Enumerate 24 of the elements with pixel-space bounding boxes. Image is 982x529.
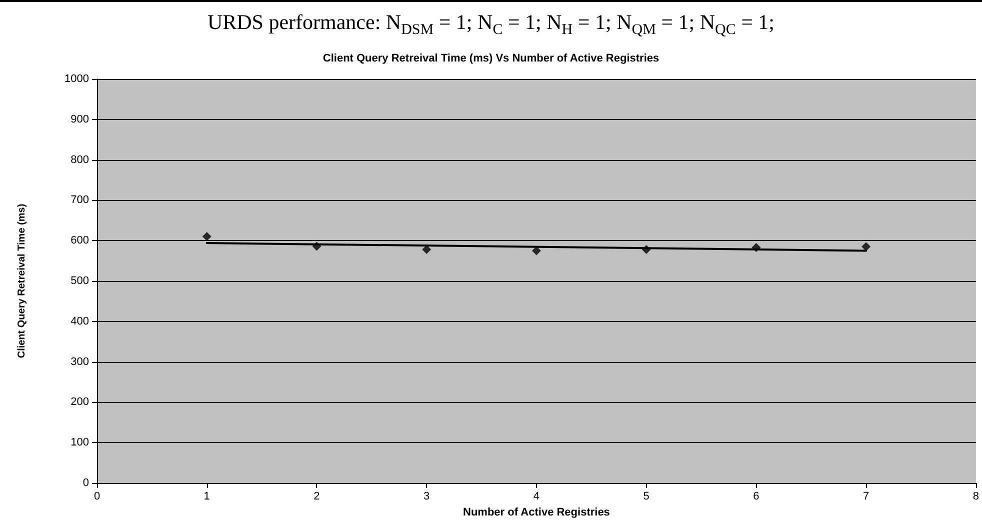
y-tick-label: 200 [70,396,89,408]
y-tick-label: 100 [70,436,89,449]
x-tick-label: 1 [204,490,210,502]
x-axis-title: Number of Active Registries [463,506,610,518]
y-tick-label: 300 [70,356,89,368]
x-tick-label: 5 [643,490,650,502]
x-tick-label: 7 [863,490,870,502]
x-tick-label: 0 [94,490,100,502]
chart-subtitle: Client Query Retreival Time (ms) Vs Number of Active Registries [322,52,660,64]
x-tick-label: 4 [533,490,540,502]
x-tick-label: 3 [424,490,430,502]
y-axis-title: Client Query Retreival Time (ms) [16,204,28,358]
x-tick-label: 2 [314,490,320,502]
y-tick-label: 700 [70,194,89,206]
y-tick-label: 1000 [64,73,89,85]
y-tick-label: 800 [70,154,89,166]
chart-title: URDS performance: N$_{DSM}$ = 1; N$_{C}$ = 1; N$_{H}$ = 1; N$_{QM}$ = 1; N$_{QC}$ = 1; [207,10,775,38]
x-tick-label: 6 [753,490,760,502]
y-tick-label: 600 [70,234,89,247]
y-tick-label: 900 [70,113,89,126]
x-tick-label: 8 [972,490,980,502]
y-tick-label: 0 [82,477,89,489]
y-tick-label: 500 [70,275,89,287]
y-tick-label: 400 [70,315,89,328]
